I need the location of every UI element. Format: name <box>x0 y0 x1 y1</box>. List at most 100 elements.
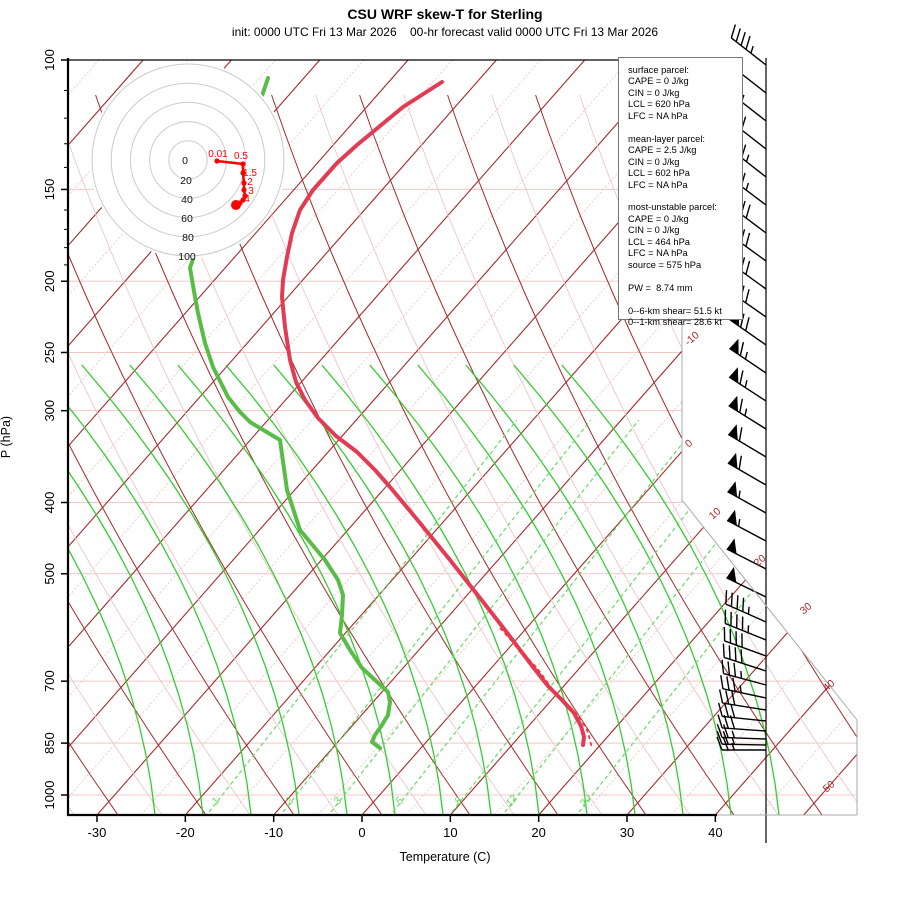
dry-adiabat-line <box>447 94 823 815</box>
barb-full <box>722 643 725 658</box>
mixing-ratio-value-label: 1 <box>209 795 222 807</box>
dry-adiabat-line <box>68 94 251 815</box>
x-axis-label: Temperature (C) <box>399 850 491 864</box>
barb-full <box>723 714 729 729</box>
barb-full <box>738 455 743 470</box>
hodograph-trace-point <box>240 161 246 167</box>
wind-barb <box>716 736 766 751</box>
barb-staff <box>726 548 767 570</box>
barb-half <box>745 182 750 191</box>
y-tick-label: 400 <box>42 492 57 514</box>
isotherm-value-label: 0 <box>683 437 695 450</box>
hodograph-trace-point <box>240 170 246 176</box>
barb-staff <box>727 433 767 458</box>
isotherm-line <box>803 60 857 815</box>
dry-adiabat-line <box>68 94 295 815</box>
wind-barb <box>729 338 767 374</box>
barb-staff <box>723 656 767 672</box>
wind-barb <box>728 395 767 430</box>
wind-barb <box>723 627 767 657</box>
barb-full <box>738 427 743 442</box>
moist-adiabat-line <box>81 364 300 815</box>
dry-adiabat-line <box>315 94 691 815</box>
wind-barb <box>717 702 767 722</box>
barb-pennant <box>727 452 738 469</box>
barb-staff <box>723 672 767 686</box>
hodograph-ring-label: 0 <box>182 155 188 167</box>
barb-full <box>722 736 729 751</box>
barb-staff <box>726 519 767 542</box>
barb-full <box>732 677 736 692</box>
barb-full <box>742 597 745 612</box>
hodograph-trace-point <box>214 158 220 164</box>
hodograph-height-label: 0.01 <box>208 149 228 160</box>
barb-staff <box>721 743 767 746</box>
moist-adiabat-line <box>68 364 252 815</box>
wind-barb <box>726 566 767 598</box>
y-tick-label: 700 <box>42 670 57 692</box>
barb-full <box>734 647 737 662</box>
barb-full <box>730 704 736 718</box>
y-tick-label: 100 <box>42 49 57 71</box>
hodograph-ring-label: 40 <box>181 194 193 206</box>
barb-half <box>745 154 750 162</box>
hodograph-height-label: 3 <box>248 186 254 197</box>
barb-full <box>739 313 745 328</box>
barb-full <box>745 232 751 247</box>
hodograph-ring <box>149 121 227 199</box>
barb-pennant <box>727 509 737 526</box>
barb-staff <box>730 37 767 66</box>
barb-full <box>745 204 751 219</box>
barb-full <box>716 724 723 738</box>
temperature-curve <box>280 80 586 747</box>
barb-half <box>739 685 742 693</box>
chart-title: CSU WRF skew-T for Sterling <box>347 6 543 22</box>
barb-staff <box>724 622 767 641</box>
barb-half <box>731 742 736 751</box>
dry-adiabat-line <box>227 94 603 815</box>
barb-full <box>740 649 743 664</box>
barb-staff <box>722 702 767 711</box>
isotherm-line <box>68 60 497 815</box>
y-tick-label: 150 <box>42 179 57 201</box>
dry-adiabat-line <box>68 94 427 815</box>
barb-half <box>740 670 743 679</box>
barb-staff <box>724 640 767 657</box>
hodograph-ring-label: 80 <box>182 232 194 244</box>
barb-staff <box>728 405 767 430</box>
barb-full <box>718 689 724 704</box>
isotherm-line <box>317 60 857 815</box>
x-tick-label: 30 <box>620 825 634 840</box>
barb-full <box>721 659 725 674</box>
wind-barb <box>727 452 767 486</box>
barb-pennant <box>729 367 739 384</box>
barb-staff <box>726 577 767 598</box>
barb-full <box>735 28 741 42</box>
barb-half <box>747 606 750 615</box>
barb-staff <box>722 688 767 699</box>
barb-full <box>730 24 737 39</box>
barb-pennant <box>726 538 737 555</box>
isotherm-value-label: 10 <box>707 505 724 522</box>
barb-full <box>728 645 731 660</box>
dry-adiabat-line <box>68 94 339 815</box>
barb-full <box>722 731 729 745</box>
mixing-ratio-line <box>392 419 702 813</box>
isotherm-line <box>273 60 857 815</box>
parcel-curve <box>499 627 593 749</box>
parcel-info-box: surface parcel: CAPE = 0 J/kg CIN = 0 J/… <box>618 57 743 327</box>
hodograph-trace-point <box>242 193 248 199</box>
barb-full <box>726 676 730 691</box>
hodograph-ring-label: 60 <box>181 213 193 225</box>
x-tick-label: -20 <box>176 825 195 840</box>
hodograph-height-label: 4 <box>244 194 250 205</box>
barb-full <box>725 690 730 705</box>
wind-barb <box>720 674 767 699</box>
moist-adiabat-line <box>68 364 156 815</box>
y-axis-label: P (hPa) <box>0 415 13 459</box>
wind-barb <box>726 538 767 570</box>
barb-staff <box>729 347 767 374</box>
moist-adiabat-line <box>273 364 492 815</box>
x-tick-label: 10 <box>443 825 457 840</box>
